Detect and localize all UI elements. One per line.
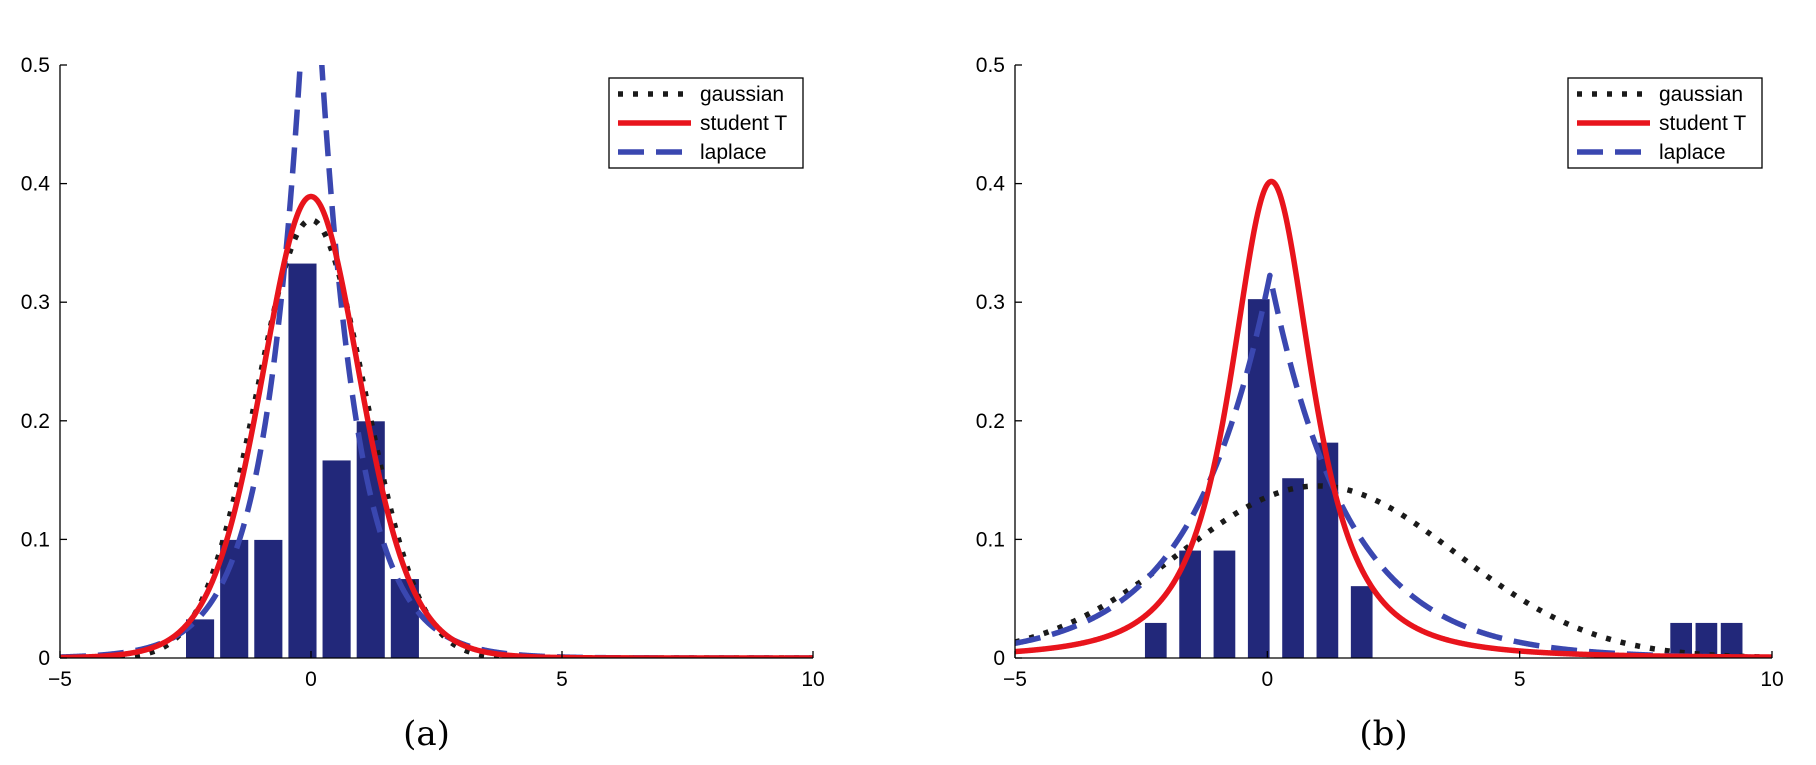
legend-label: gaussian <box>1659 83 1743 106</box>
y-tick-label: 0.1 <box>21 528 50 551</box>
panel-caption: (b) <box>1359 714 1407 754</box>
y-tick-label: 0.2 <box>976 410 1005 433</box>
y-tick-label: 0.3 <box>21 291 50 314</box>
histogram-bar <box>321 459 352 659</box>
x-tick-label: 10 <box>801 668 824 691</box>
y-tick-label: 0.5 <box>976 54 1005 77</box>
histogram-bars <box>185 262 420 659</box>
legend-label: student T <box>1659 112 1746 135</box>
series-line-gaussian <box>60 217 813 658</box>
legend-label: gaussian <box>700 83 784 106</box>
legend-label: laplace <box>1659 141 1726 164</box>
x-tick-label: 0 <box>1261 668 1273 691</box>
histogram-bar <box>1719 621 1744 659</box>
histogram-bar <box>219 538 250 659</box>
x-tick-label: −5 <box>1003 668 1027 691</box>
histogram-bar <box>1349 585 1374 659</box>
y-tick-label: 0.5 <box>21 54 50 77</box>
histogram-bar <box>1281 477 1305 659</box>
series-line-student-t <box>1015 178 1772 658</box>
panel-caption: (a) <box>403 714 450 754</box>
y-tick-label: 0 <box>38 647 50 670</box>
legend-label: student T <box>700 112 787 135</box>
y-tick-label: 0 <box>993 647 1005 670</box>
legend: gaussian student T laplace <box>608 77 804 169</box>
y-tick-label: 0.4 <box>976 173 1006 196</box>
histogram-bar <box>1212 549 1237 659</box>
y-tick-label: 0.1 <box>976 528 1005 551</box>
legend: gaussian student T laplace <box>1567 77 1763 169</box>
x-tick-label: 0 <box>305 668 317 691</box>
histogram-bar <box>1143 621 1168 659</box>
density-curves <box>1015 178 1772 658</box>
histogram-bar <box>355 420 386 659</box>
histogram-bar <box>287 262 318 659</box>
x-tick-label: −5 <box>48 668 72 691</box>
series-line-student-t <box>60 193 813 658</box>
y-tick-label: 0.4 <box>21 173 51 196</box>
legend-label: laplace <box>700 141 767 164</box>
histogram-bars <box>1143 298 1744 659</box>
x-tick-label: 5 <box>556 668 568 691</box>
series-line-laplace <box>1015 272 1772 658</box>
y-tick-label: 0.3 <box>976 291 1005 314</box>
y-tick-label: 0.2 <box>21 410 50 433</box>
x-tick-label: 5 <box>1514 668 1526 691</box>
histogram-bar <box>253 538 284 659</box>
series-line-gaussian <box>1015 483 1772 658</box>
x-tick-label: 10 <box>1760 668 1783 691</box>
